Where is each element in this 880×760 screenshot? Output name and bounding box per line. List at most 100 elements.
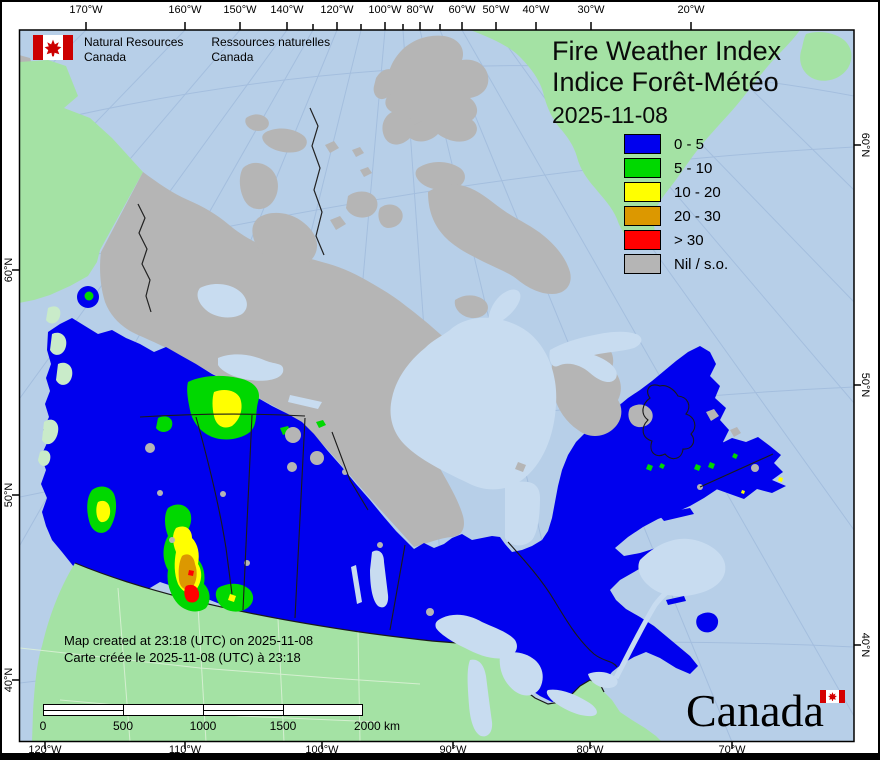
logo-line: Canada [211, 50, 254, 64]
scale-label: 2000 km [353, 719, 401, 733]
axis-label: 20°W [677, 4, 705, 16]
bottom-black-bar [0, 753, 880, 760]
axis-label: 50°N [3, 482, 15, 508]
lake-erie [546, 689, 597, 717]
legend-row: 5 - 10 [624, 158, 728, 178]
scale-label: 1000 [189, 719, 217, 733]
logo-line: Canada [84, 50, 127, 64]
axis-label: 120°W [320, 4, 354, 16]
created-line-en: Map created at 23:18 (UTC) on 2025-11-08 [64, 633, 314, 648]
map-title-fr: Indice Forêt-Météo [552, 67, 779, 97]
us-state-lines [19, 587, 421, 742]
logo-line: Ressources naturelles [211, 35, 331, 49]
wordmark-maple-leaf-icon [828, 692, 837, 701]
logo-text-en: Natural Resources Canada [84, 35, 183, 65]
axis-label: 50°N [859, 372, 871, 398]
legend-label: 10 - 20 [674, 183, 721, 201]
fwi-over-30-patches [184, 570, 200, 603]
lake-winnipeg [370, 550, 389, 608]
axis-label: 60°N [3, 257, 15, 283]
great-slave-lake [218, 354, 284, 381]
axis-label: 160°W [168, 4, 202, 16]
gulf-st-lawrence [638, 538, 726, 597]
fwi-legend: 0 - 5 5 - 10 10 - 20 20 - 30 > 30 Nil / s.o. [624, 134, 728, 278]
axis-ticks [12, 22, 861, 749]
vancouver-island [58, 508, 113, 549]
belcher-islands [515, 462, 526, 472]
axis-label: 140°W [270, 4, 304, 16]
map-title-en: Fire Weather Index [552, 36, 782, 66]
axis-label: 40°N [859, 632, 871, 658]
map-date: 2025-11-08 [552, 102, 668, 128]
flag-bar-left [33, 35, 43, 60]
logo-line: Natural Resources [84, 35, 184, 49]
axis-label: 60°W [448, 4, 476, 16]
legend-label: > 30 [674, 231, 704, 249]
province-borders [139, 384, 774, 668]
island-dot [20, 101, 29, 111]
scale-label: 0 [39, 719, 47, 733]
arctic-islands [239, 35, 571, 319]
nil-north-mainland [100, 172, 464, 547]
nwt-nunavut-border [309, 107, 325, 256]
scale-label: 500 [112, 719, 134, 733]
axis-label: 80°W [406, 4, 434, 16]
nil-dot [730, 427, 741, 437]
fwi-20-30-patches [178, 554, 197, 590]
lake-ontario [588, 671, 618, 688]
legend-swatch [624, 230, 661, 250]
legend-swatch [624, 158, 661, 178]
axis-label: 40°N [3, 667, 15, 693]
map-title-block: Fire Weather Index Indice Forêt-Météo 20… [552, 36, 781, 129]
legend-row: 20 - 30 [624, 206, 728, 226]
legend-swatch [624, 206, 661, 226]
legend-swatch [624, 254, 661, 274]
iceland-blob [800, 32, 852, 81]
lake-michigan [467, 659, 493, 737]
created-line-fr: Carte créée le 2025-11-08 (UTC) à 23:18 [64, 650, 301, 665]
legend-label: Nil / s.o. [674, 255, 729, 273]
james-bay [505, 481, 540, 546]
canada-wordmark: Canada [686, 685, 845, 736]
foxe-basin [488, 289, 521, 325]
axis-label: 170°W [69, 4, 103, 16]
legend-label: 20 - 30 [674, 207, 721, 225]
wordmark-text: Canada [686, 685, 824, 736]
wordmark-flag-icon [820, 690, 845, 703]
hudson-bay [390, 317, 557, 490]
lake-winnipegosis [351, 565, 362, 604]
axis-label: 150°W [223, 4, 257, 16]
legend-row: Nil / s.o. [624, 254, 728, 274]
legend-swatch [624, 134, 661, 154]
newfoundland-island [686, 437, 786, 499]
logo-text-fr: Ressources naturelles Canada [211, 35, 330, 65]
lake-superior [435, 614, 517, 659]
great-bear-lake [197, 284, 247, 318]
yukon-nwt-border [137, 203, 152, 313]
alaska-land [19, 60, 143, 303]
axis-label: 60°N [859, 132, 871, 158]
flag-bar-right [63, 35, 73, 60]
legend-row: 10 - 20 [624, 182, 728, 202]
legend-row: > 30 [624, 230, 728, 250]
legend-row: 0 - 5 [624, 134, 728, 154]
legend-label: 5 - 10 [674, 159, 713, 177]
st-lawrence-river [613, 583, 678, 680]
canada-flag-icon [33, 35, 73, 60]
wflag-bar-left [820, 690, 826, 703]
inland-lakes [197, 284, 726, 737]
scale-label: 1500 [269, 719, 297, 733]
nil-spots [145, 427, 759, 616]
scale-midline [44, 710, 124, 711]
axis-label: 40°W [522, 4, 550, 16]
axis-label: 30°W [577, 4, 605, 16]
scale-bar [43, 704, 363, 716]
pei-island [666, 596, 686, 605]
maple-leaf-icon [44, 39, 62, 57]
wflag-bar-right [839, 690, 845, 703]
yukon-fwi-core [84, 291, 94, 301]
nil-dot [706, 409, 719, 421]
scale-bar-labels: 0 500 1000 1500 2000 km [39, 719, 403, 733]
anticosti-island [658, 508, 694, 521]
